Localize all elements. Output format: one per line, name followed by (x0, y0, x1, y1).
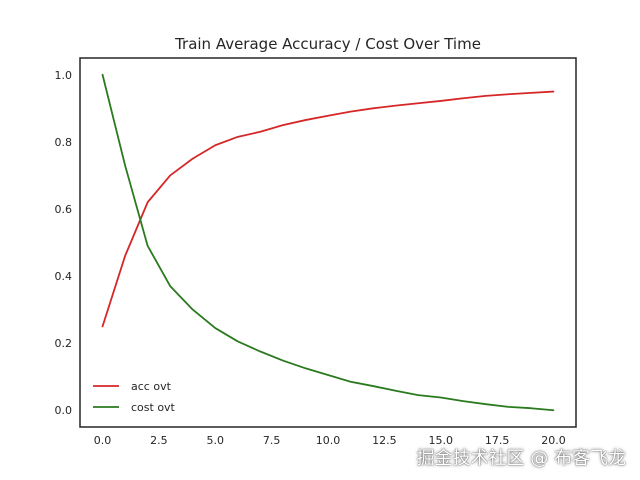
legend-label: cost ovt (131, 401, 176, 414)
legend-label: acc ovt (131, 380, 172, 393)
x-tick-label: 20.0 (541, 434, 566, 447)
plot-area: 0.0 2.5 5.0 7.5 10.0 12.5 15.0 17.5 20.0 0.0 0.2 0.… (55, 69, 566, 447)
x-tick-label: 12.5 (372, 434, 397, 447)
watermark: 掘金技术社区 @ 布客飞龙 (416, 448, 626, 469)
legend: acc ovt cost ovt (93, 380, 176, 414)
x-tick-label: 2.5 (150, 434, 168, 447)
y-tick-label: 0.2 (55, 337, 73, 350)
x-tick-label: 0.0 (94, 434, 112, 447)
y-tick-label: 0.8 (55, 136, 73, 149)
axes-frame (79, 57, 577, 428)
y-tick-label: 0.0 (55, 404, 73, 417)
series-line-acc-ovt (101, 90, 555, 328)
x-tick-label: 5.0 (207, 434, 225, 447)
x-tick-label: 17.5 (485, 434, 510, 447)
chart-title: Train Average Accuracy / Cost Over Time (174, 35, 481, 53)
y-tick-label: 0.6 (55, 203, 73, 216)
x-tick-label: 7.5 (263, 434, 281, 447)
x-tick-label: 15.0 (428, 434, 453, 447)
y-tick-label: 0.4 (55, 270, 73, 283)
y-tick-label: 1.0 (55, 69, 73, 82)
x-tick-label: 10.0 (316, 434, 341, 447)
series-line-cost-ovt (101, 73, 555, 412)
